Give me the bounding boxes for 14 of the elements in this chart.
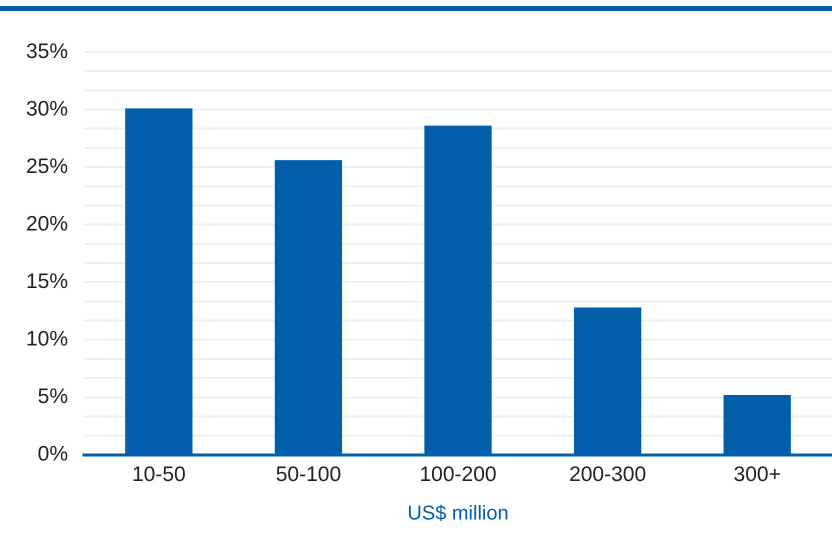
y-tick-label: 25% — [26, 154, 68, 178]
x-tick-label: 50-100 — [276, 463, 342, 486]
y-tick-label: 15% — [26, 270, 68, 293]
y-tick-label: 20% — [26, 212, 68, 236]
y-tick-label: 10% — [26, 328, 68, 351]
x-tick-label: 10-50 — [132, 463, 186, 486]
x-tick-label: 100-200 — [419, 463, 497, 486]
y-tick-label: 5% — [38, 385, 68, 408]
x-axis-title: US$ million — [407, 502, 509, 525]
x-tick-label: 300+ — [734, 463, 781, 486]
y-tick-label: 0% — [38, 442, 68, 466]
y-tick-label: 35% — [26, 40, 68, 63]
y-tick-label: 30% — [26, 97, 68, 120]
x-tick-label: 200-300 — [569, 463, 646, 486]
